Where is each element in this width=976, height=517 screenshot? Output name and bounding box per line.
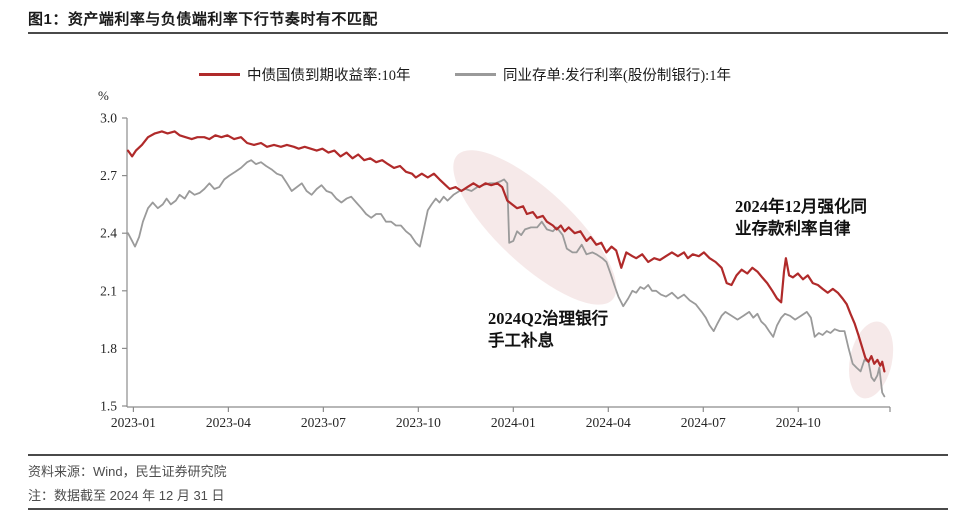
x-tick-label: 2024-10 [776,415,821,430]
x-tick-label: 2023-01 [111,415,156,430]
legend-label: 中债国债到期收益率:10年 [247,68,411,84]
annotation-line: 业存款利率自律 [735,219,851,238]
x-tick-label: 2024-07 [681,415,726,430]
y-tick-label: 2.4 [100,226,117,241]
legend-item-govt-bond-yield: 中债国债到期收益率:10年 [199,64,411,85]
x-tick-label: 2023-04 [206,415,251,430]
figure-title: 图1：资产端利率与负债端利率下行节奏时有不匹配 [28,11,378,28]
legend-swatch-gray-line [455,73,496,76]
x-tick-label: 2024-04 [586,415,631,430]
annotation-2024q2-manual-interest: 2024Q2治理银行 手工补息 [488,308,608,352]
y-axis-unit-label: % [98,88,109,103]
x-tick-label: 2023-10 [396,415,441,430]
x-tick-label: 2023-07 [301,415,346,430]
legend-swatch-red-line [199,73,240,76]
legend-item-ncd-rate: 同业存单:发行利率(股份制银行):1年 [455,64,731,85]
y-tick-label: 2.1 [100,283,117,298]
annotation-line: 手工补息 [488,331,554,350]
source-text: 资料来源：Wind，民生证券研究院 [28,464,227,479]
footer-divider-line [28,454,948,456]
annotation-line: 2024年12月强化同 [735,197,867,216]
y-tick-label: 2.7 [100,168,117,183]
annotation-line: 2024Q2治理银行 [488,309,609,328]
y-tick-label: 1.5 [100,399,117,414]
note-text: 注：数据截至 2024 年 12 月 31 日 [28,488,225,503]
legend-label: 同业存单:发行利率(股份制银行):1年 [503,68,731,84]
y-tick-label: 3.0 [100,111,117,126]
x-tick-label: 2024-01 [491,415,536,430]
chart-legend: 中债国债到期收益率:10年 同业存单:发行利率(股份制银行):1年 [0,64,976,84]
series-line-1 [127,159,886,398]
y-tick-label: 1.8 [100,341,117,356]
title-divider-line [28,32,948,34]
bottom-divider-line [28,508,948,510]
series-line-0 [126,130,886,373]
annotation-dec-2024-deposit-rate-discipline: 2024年12月强化同 业存款利率自律 [735,196,867,240]
